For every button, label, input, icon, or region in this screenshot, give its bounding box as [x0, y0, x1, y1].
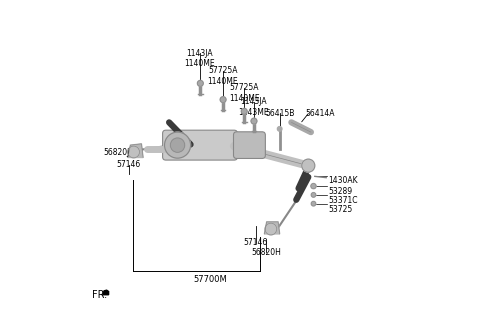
Text: FR.: FR. [92, 290, 107, 300]
Text: 56820J: 56820J [103, 148, 130, 157]
Polygon shape [264, 222, 280, 234]
Text: 56414A: 56414A [305, 109, 335, 118]
Circle shape [302, 159, 315, 172]
Text: 57725A
1140ME: 57725A 1140ME [229, 83, 260, 103]
Circle shape [277, 127, 282, 131]
Text: 1143JA
1140ME: 1143JA 1140ME [184, 49, 215, 68]
Text: 53289: 53289 [328, 187, 353, 196]
Circle shape [170, 138, 185, 152]
Text: 56820H: 56820H [252, 248, 282, 257]
Circle shape [311, 201, 316, 206]
FancyBboxPatch shape [163, 130, 238, 160]
Circle shape [251, 118, 257, 124]
Text: 56415B: 56415B [265, 109, 294, 118]
Text: 57725A
1140ME: 57725A 1140ME [207, 67, 238, 86]
Circle shape [265, 223, 277, 235]
Circle shape [311, 193, 316, 197]
Polygon shape [103, 290, 108, 295]
Circle shape [220, 97, 226, 103]
Circle shape [241, 108, 247, 114]
Text: 57146: 57146 [117, 160, 141, 169]
Polygon shape [128, 144, 143, 157]
Text: 1143JA
1143ME: 1143JA 1143ME [239, 97, 269, 117]
Circle shape [165, 132, 191, 158]
Circle shape [311, 183, 316, 189]
Circle shape [128, 146, 140, 158]
Text: 57700M: 57700M [194, 275, 228, 284]
Circle shape [197, 80, 203, 86]
Text: 53725: 53725 [328, 205, 353, 214]
Text: 53371C: 53371C [328, 195, 358, 205]
Text: 1430AK: 1430AK [328, 176, 358, 185]
FancyBboxPatch shape [233, 132, 265, 158]
Text: 57146: 57146 [243, 238, 268, 247]
